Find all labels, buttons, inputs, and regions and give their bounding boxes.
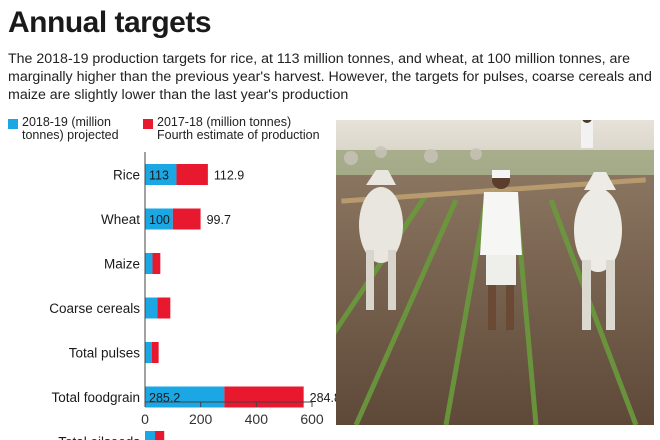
category-label: Maize (104, 257, 140, 272)
category-label: Total foodgrain (51, 390, 140, 405)
bar-segment (155, 431, 165, 440)
data-label: 100 (149, 213, 170, 227)
x-tick-label: 600 (300, 411, 324, 427)
bar-segment (176, 164, 208, 185)
bar-segment (145, 253, 153, 274)
category-label: Coarse cereals (49, 301, 140, 316)
category-label: Total oilseeds (58, 435, 140, 440)
legend-label-estimate-line1: 2017-18 (million tonnes) (157, 115, 292, 129)
category-label: Rice (113, 168, 140, 183)
chart-title: Annual targets (8, 6, 212, 39)
category-label: Wheat (101, 212, 140, 227)
legend-label-estimate-line2: Fourth estimate of production (157, 128, 320, 142)
legend-swatch-projected (8, 119, 18, 129)
farm-photo (336, 120, 654, 425)
bar-segment (145, 342, 152, 363)
bar-segment (145, 208, 173, 230)
x-tick-label: 200 (189, 411, 213, 427)
bar-segment (157, 297, 171, 319)
legend-label-projected-line2: tonnes) projected (22, 128, 119, 142)
bar-segment (145, 164, 177, 185)
bar-chart: Rice 113 112.9 Wheat 100 99.7 Maize Coarse cere… (49, 152, 336, 440)
data-label: 99.7 (207, 213, 231, 227)
x-tick-label: 400 (245, 411, 269, 427)
legend-label-projected-line1: 2018-19 (million (22, 115, 111, 129)
bar-segment (224, 386, 304, 408)
x-tick-label: 0 (141, 411, 149, 427)
data-label: 112.9 (214, 169, 244, 183)
data-label: 285.2 (149, 391, 180, 405)
bar-segment (151, 342, 159, 363)
bar-segment (152, 253, 161, 274)
legend-swatch-estimate (143, 119, 153, 129)
bar-segment (145, 431, 156, 440)
data-label: 113 (149, 169, 169, 183)
bar-segment (145, 297, 158, 319)
chart-subtitle: The 2018-19 production targets for rice,… (8, 51, 652, 103)
farmers-ploughing-illustration (336, 120, 654, 425)
category-label: Total pulses (69, 346, 141, 361)
bar-segment (172, 208, 201, 230)
data-label: 284.8 (310, 391, 336, 405)
